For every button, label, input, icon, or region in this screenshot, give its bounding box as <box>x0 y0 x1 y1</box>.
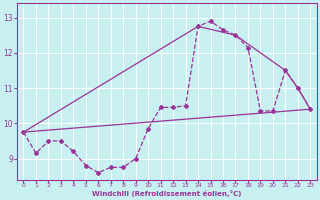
X-axis label: Windchill (Refroidissement éolien,°C): Windchill (Refroidissement éolien,°C) <box>92 190 242 197</box>
